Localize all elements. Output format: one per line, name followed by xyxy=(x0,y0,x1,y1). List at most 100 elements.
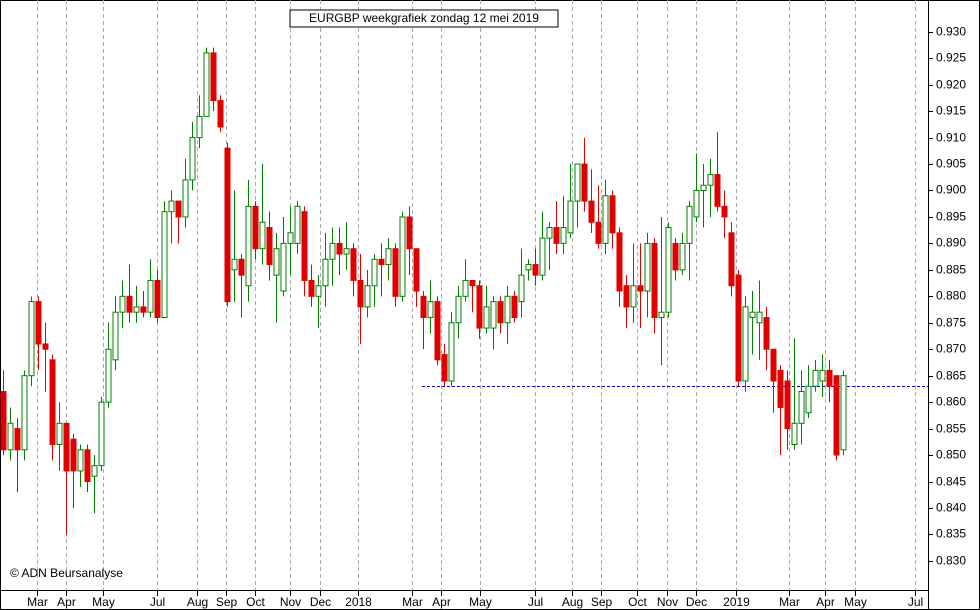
candle-body xyxy=(728,232,735,287)
candle-body xyxy=(567,200,574,234)
candle-body xyxy=(763,316,770,350)
candle-body xyxy=(427,301,434,318)
candle-body xyxy=(630,285,637,308)
candle-body xyxy=(497,301,504,324)
candle-body xyxy=(168,200,175,213)
candle-body xyxy=(777,369,784,408)
candle-body xyxy=(189,137,196,181)
x-tick-label: Sep xyxy=(591,595,613,609)
candle-body xyxy=(350,248,357,281)
candle-body xyxy=(749,311,756,318)
candle-body xyxy=(336,242,343,255)
candle-body xyxy=(483,306,490,329)
chart-title: EURGBP weekgrafiek zondag 12 mei 2019 xyxy=(309,11,539,25)
y-tick-label: 0.850 xyxy=(936,448,966,462)
candle-body xyxy=(133,306,140,313)
candles xyxy=(0,47,847,535)
candle-body xyxy=(294,205,301,244)
candle-body xyxy=(238,258,245,276)
candle-body xyxy=(518,274,525,303)
candle-body xyxy=(581,163,588,202)
candle-body xyxy=(616,232,623,292)
candle-body xyxy=(462,279,469,297)
candle-body xyxy=(280,242,287,292)
y-tick-label: 0.830 xyxy=(936,554,966,568)
candle-body xyxy=(756,311,763,324)
y-tick-label: 0.880 xyxy=(936,289,966,303)
candle-body xyxy=(70,438,77,472)
candle-body xyxy=(651,242,658,318)
candle-body xyxy=(385,248,392,266)
candle-body xyxy=(119,295,126,313)
candle-body xyxy=(322,258,329,287)
candle-body xyxy=(84,449,91,483)
x-tick-label: Mar xyxy=(27,595,48,609)
x-tick-label: May xyxy=(92,595,115,609)
candle-body xyxy=(147,279,154,313)
y-tick-label: 0.840 xyxy=(936,501,966,515)
candle-body xyxy=(140,306,147,313)
x-tick-label: Aug xyxy=(187,595,208,609)
x-tick-label: Dec xyxy=(686,595,707,609)
x-tick-label: Aug xyxy=(562,595,583,609)
y-tick-label: 0.835 xyxy=(936,527,966,541)
candle-body xyxy=(840,375,847,451)
candle-body xyxy=(315,285,322,297)
x-tick-label: Mar xyxy=(779,595,800,609)
x-tick-label: Mar xyxy=(402,595,423,609)
candle-body xyxy=(49,359,56,445)
x-tick-label: Nov xyxy=(280,595,301,609)
candle-body xyxy=(112,311,119,361)
candle-body xyxy=(805,385,812,414)
candle-body xyxy=(735,274,742,382)
candle-body xyxy=(0,391,7,451)
title-box xyxy=(289,9,559,28)
x-tick-label: Jul xyxy=(528,595,543,609)
candle-body xyxy=(434,301,441,361)
candle-body xyxy=(539,237,546,276)
x-tick-label: Oct xyxy=(246,595,265,609)
y-tick-label: 0.910 xyxy=(936,131,966,145)
candle-body xyxy=(686,205,693,244)
x-tick-label: May xyxy=(469,595,492,609)
candle-body xyxy=(448,322,455,382)
candle-body xyxy=(490,301,497,329)
candle-body xyxy=(784,380,791,430)
candle-body xyxy=(532,264,539,276)
candle-body xyxy=(595,221,602,244)
y-tick-label: 0.905 xyxy=(936,157,966,171)
candle-body xyxy=(525,264,532,271)
candle-body xyxy=(455,295,462,324)
x-tick-label: Nov xyxy=(657,595,678,609)
candle-body xyxy=(770,348,777,382)
y-tick-label: 0.870 xyxy=(936,342,966,356)
candle-body xyxy=(28,301,35,377)
y-tick-label: 0.930 xyxy=(936,25,966,39)
y-tick-label: 0.890 xyxy=(936,236,966,250)
candle-body xyxy=(371,258,378,287)
candle-body xyxy=(210,52,217,102)
candle-body xyxy=(511,295,518,318)
candle-body xyxy=(91,465,98,477)
y-tick-label: 0.915 xyxy=(936,104,966,118)
x-tick-label: Apr xyxy=(57,595,76,609)
x-tick-label: Apr xyxy=(816,595,835,609)
candle-body xyxy=(203,52,210,117)
candle-body xyxy=(308,279,315,297)
copyright: © ADN Beursanalyse xyxy=(10,566,123,580)
candle-body xyxy=(273,248,280,276)
candle-body xyxy=(154,279,161,318)
y-tick-label: 0.845 xyxy=(936,475,966,489)
candle-body xyxy=(637,285,644,292)
y-tick-label: 0.855 xyxy=(936,422,966,436)
candle-body xyxy=(357,279,364,308)
candle-body xyxy=(623,285,630,308)
y-tick-label: 0.865 xyxy=(936,369,966,383)
candle-body xyxy=(588,200,595,223)
candle-body xyxy=(672,242,679,271)
candle-body xyxy=(126,295,133,313)
candle-body xyxy=(798,391,805,424)
candle-body xyxy=(98,401,105,467)
candle-body xyxy=(441,354,448,382)
candle-body xyxy=(196,115,203,139)
